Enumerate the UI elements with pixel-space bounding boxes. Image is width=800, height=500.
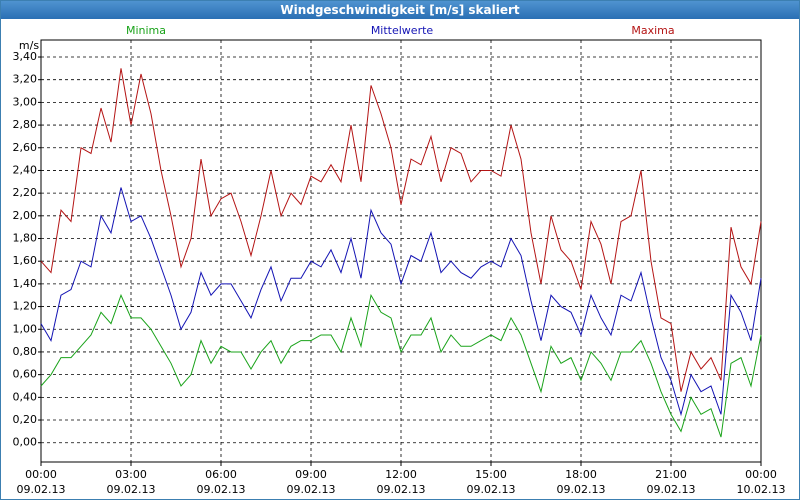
y-tick-label: 2,80 bbox=[13, 118, 38, 131]
y-tick-label: 0,00 bbox=[13, 436, 38, 449]
chart-title: Windgeschwindigkeit [m/s] skaliert bbox=[1, 1, 799, 19]
x-tick-label: 03:00 bbox=[115, 468, 147, 481]
x-tick-date: 09.02.13 bbox=[467, 483, 516, 496]
x-tick-label: 09:00 bbox=[295, 468, 327, 481]
x-tick-date: 09.02.13 bbox=[377, 483, 426, 496]
x-tick-date: 10.02.13 bbox=[737, 483, 786, 496]
y-tick-label: 3,00 bbox=[13, 95, 38, 108]
data-line bbox=[40, 68, 762, 392]
y-tick-label: 2,60 bbox=[13, 141, 38, 154]
y-axis-label: m/s bbox=[19, 39, 39, 52]
legend-label: Mittelwerte bbox=[371, 24, 434, 37]
y-tick-label: 2,00 bbox=[13, 209, 38, 222]
data-line bbox=[40, 293, 762, 438]
x-tick-label: 15:00 bbox=[475, 468, 507, 481]
x-tick-label: 00:00 bbox=[745, 468, 777, 481]
y-tick-label: 3,20 bbox=[13, 73, 38, 86]
x-tick-date: 09.02.13 bbox=[647, 483, 696, 496]
y-tick-label: 0,40 bbox=[13, 390, 38, 403]
legend-label: Minima bbox=[126, 24, 166, 37]
x-tick-label: 00:00 bbox=[25, 468, 57, 481]
y-tick-label: 3,40 bbox=[13, 50, 38, 63]
y-tick-label: 0,80 bbox=[13, 345, 38, 358]
legend-label: Maxima bbox=[631, 24, 674, 37]
x-tick-label: 06:00 bbox=[205, 468, 237, 481]
x-tick-date: 09.02.13 bbox=[287, 483, 336, 496]
x-tick-date: 09.02.13 bbox=[197, 483, 246, 496]
y-tick-label: 1,40 bbox=[13, 277, 38, 290]
y-tick-label: 1,80 bbox=[13, 232, 38, 245]
x-tick-date: 09.02.13 bbox=[107, 483, 156, 496]
x-tick-label: 21:00 bbox=[655, 468, 687, 481]
x-tick-date: 09.02.13 bbox=[557, 483, 606, 496]
x-tick-label: 12:00 bbox=[385, 468, 417, 481]
y-tick-label: 0,60 bbox=[13, 368, 38, 381]
y-tick-label: 2,20 bbox=[13, 186, 38, 199]
y-tick-label: 0,20 bbox=[13, 413, 38, 426]
y-tick-label: 1,20 bbox=[13, 300, 38, 313]
x-tick-date: 09.02.13 bbox=[17, 483, 66, 496]
data-line bbox=[40, 187, 762, 417]
y-tick-label: 2,40 bbox=[13, 163, 38, 176]
y-tick-label: 1,00 bbox=[13, 322, 38, 335]
chart: m/s 0,00 0,20 0,40 0,60 0,80 1,00 1,20 1,40 1,60… bbox=[13, 24, 786, 496]
x-tick-label: 18:00 bbox=[565, 468, 597, 481]
y-tick-label: 1,60 bbox=[13, 254, 38, 267]
